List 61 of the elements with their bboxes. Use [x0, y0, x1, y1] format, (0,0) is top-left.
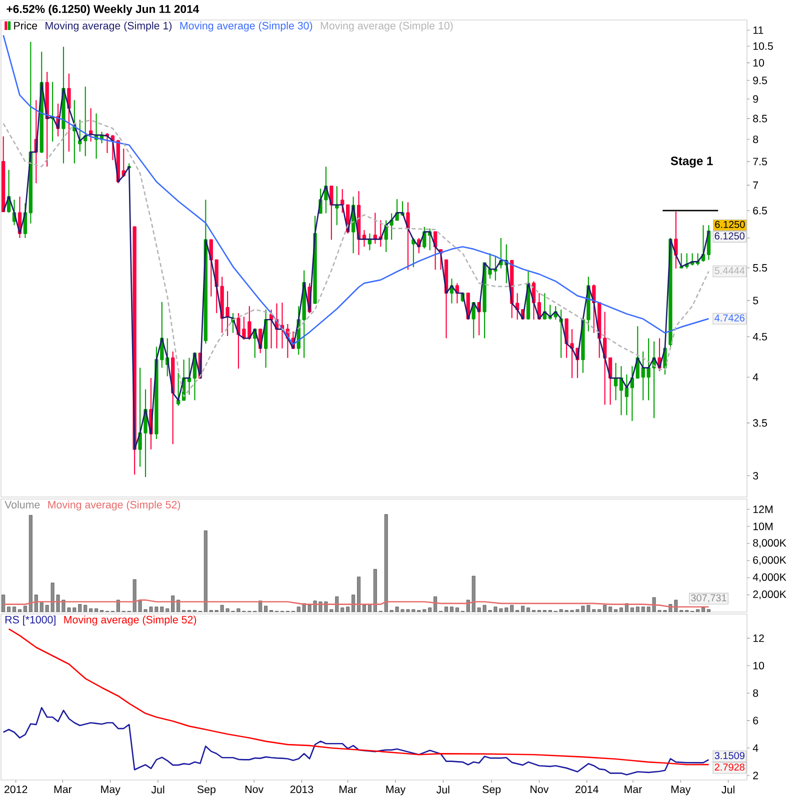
text: RS [*1000] [5, 616, 56, 626]
y-tick-label: 12M [753, 506, 772, 514]
y-tick-label: 12 [753, 634, 764, 642]
x-tick-label: Mar [624, 786, 642, 794]
text: Moving average (Simple 52) [64, 616, 196, 626]
y-tick-label: 5 [753, 296, 758, 304]
x-tick-label: Jul [151, 786, 164, 794]
x-tick-label: Jul [436, 786, 450, 794]
y-tick-label: 2 [753, 772, 758, 780]
y-tick-label: 4 [752, 744, 758, 752]
x-tick-label: Nov [245, 786, 264, 794]
y-tick-label: 4,000K [752, 573, 786, 582]
text: Moving average (Simple 10) [320, 22, 453, 32]
text: 6.1250 [715, 220, 745, 228]
y-tick-label: 8.5 [753, 114, 767, 122]
x-tick-label: 2013 [290, 786, 314, 794]
series-label: Volume [4, 500, 40, 508]
y-tick-label: 5.5 [753, 264, 767, 272]
y-tick-label: 10 [753, 59, 764, 67]
y-tick-label: 3 [753, 472, 758, 480]
legend-label: Price [14, 22, 38, 30]
y-tick-label: 8 [753, 136, 758, 144]
x-tick-label: May [386, 786, 406, 796]
y-tick-label: 10M [753, 522, 772, 530]
data-label: 2.7928 [714, 764, 744, 771]
data-label: 6.1250 [714, 232, 745, 240]
y-tick-label: 3.5 [753, 419, 767, 427]
y-tick-label: 6 [753, 716, 758, 724]
x-tick-label: Mar [340, 786, 357, 794]
y-tick-label: 9 [753, 95, 758, 103]
chart-title: +6.52% (6.1250) Weekly Jun 11 2014 [6, 4, 200, 16]
data-label: 4.7426 [714, 314, 744, 322]
data-label: 307,731 [691, 594, 726, 603]
x-tick-label: Sep [482, 786, 501, 796]
y-tick-label: 7 [753, 182, 758, 189]
y-tick-label: 8,000K [753, 539, 786, 548]
x-tick-label: May [671, 786, 691, 796]
annotation: Stage 1 [670, 156, 713, 168]
x-tick-label: Sep [197, 786, 216, 796]
y-tick-label: 8 [753, 689, 758, 697]
x-tick-label: Mar [54, 786, 72, 794]
x-tick-label: May [101, 786, 120, 796]
y-tick-label: 6,000K [753, 556, 786, 566]
x-tick-label: 2014 [576, 786, 598, 794]
data-label: 5.4444 [714, 267, 745, 274]
y-tick-label: 6.5 [753, 206, 767, 214]
data-label: 3.1509 [714, 752, 744, 760]
y-tick-label: 10.5 [753, 42, 773, 50]
y-tick-label: 11 [753, 26, 764, 34]
y-tick-label: 2,000K [753, 590, 786, 600]
x-tick-label: Nov [530, 786, 549, 794]
x-tick-label: Jul [722, 786, 734, 794]
text: Moving average (Simple 30) [180, 22, 312, 32]
y-tick-label: 4 [752, 373, 758, 381]
text: Moving average (Simple 1) [46, 22, 172, 32]
x-tick-label: 2012 [4, 786, 28, 794]
y-tick-label: 4.5 [752, 332, 767, 340]
text: Moving average (Simple 52) [48, 500, 180, 511]
y-tick-label: 7.5 [753, 158, 767, 166]
y-tick-label: 10 [753, 662, 764, 670]
y-tick-label: 9.5 [753, 76, 767, 84]
